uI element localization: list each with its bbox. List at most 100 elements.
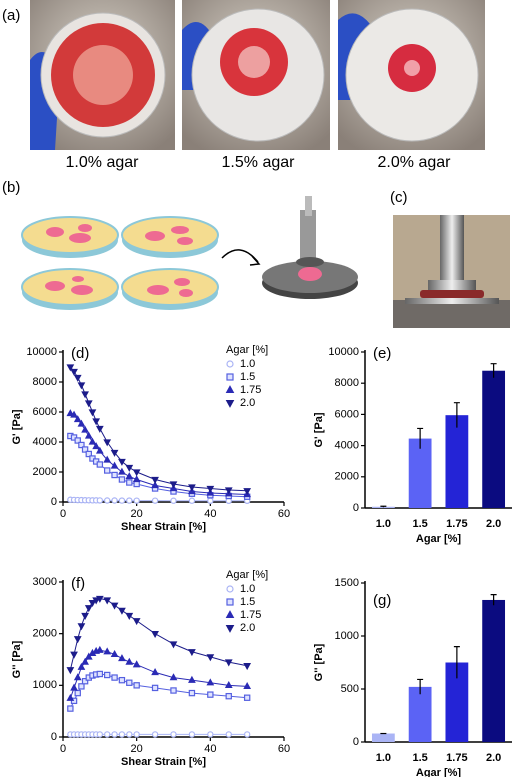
marker bbox=[110, 461, 119, 469]
marker bbox=[206, 678, 215, 686]
legend-label: 1.75 bbox=[240, 384, 261, 396]
marker bbox=[224, 659, 233, 667]
marker bbox=[188, 649, 196, 657]
y-tick-label: 8000 bbox=[33, 376, 57, 388]
marker bbox=[126, 731, 133, 738]
x-tick-label: 40 bbox=[204, 508, 216, 520]
marker bbox=[103, 455, 112, 463]
marker bbox=[84, 431, 93, 439]
x-tick-label: 0 bbox=[60, 508, 66, 520]
x-axis-label: Shear Strain [%] bbox=[121, 521, 206, 533]
y-tick-label: 6000 bbox=[335, 408, 359, 420]
marker bbox=[110, 602, 119, 610]
marker bbox=[103, 671, 111, 679]
marker bbox=[70, 683, 78, 691]
y-tick-label: 0 bbox=[51, 496, 57, 508]
marker bbox=[207, 497, 214, 504]
marker bbox=[77, 382, 86, 390]
marker bbox=[118, 731, 126, 738]
marker bbox=[125, 657, 134, 665]
y-axis-label: G' [Pa] bbox=[313, 412, 325, 447]
marker bbox=[169, 641, 178, 649]
marker bbox=[73, 673, 82, 681]
marker bbox=[84, 652, 93, 660]
bar bbox=[445, 662, 469, 742]
y-tick-label: 0 bbox=[353, 736, 359, 748]
marker bbox=[188, 731, 196, 738]
x-axis-label: Agar [%] bbox=[416, 533, 462, 545]
y-tick-label: 8000 bbox=[335, 377, 359, 389]
marker bbox=[118, 467, 126, 475]
y-axis-label: G'' [Pa] bbox=[313, 643, 325, 681]
marker bbox=[66, 364, 75, 372]
panel-label: (e) bbox=[373, 345, 391, 362]
marker bbox=[224, 487, 233, 495]
marker bbox=[243, 694, 251, 701]
panel-label: (d) bbox=[71, 345, 89, 362]
marker bbox=[169, 481, 178, 489]
marker bbox=[225, 610, 235, 618]
marker bbox=[118, 476, 126, 483]
marker bbox=[111, 497, 118, 504]
marker bbox=[103, 497, 111, 504]
marker bbox=[74, 437, 81, 444]
marker bbox=[81, 677, 89, 685]
x-tick-label: 60 bbox=[278, 743, 290, 755]
marker bbox=[95, 425, 104, 433]
y-tick-label: 4000 bbox=[335, 440, 359, 452]
bar bbox=[482, 370, 506, 508]
legend-title: Agar [%] bbox=[226, 344, 268, 356]
photo-1 bbox=[30, 0, 175, 150]
marker bbox=[96, 461, 104, 468]
x-tick-label: 1.5 bbox=[412, 752, 427, 764]
marker bbox=[118, 458, 126, 466]
y-tick-label: 6000 bbox=[33, 406, 57, 418]
marker bbox=[132, 660, 141, 668]
dish-illustration bbox=[21, 196, 358, 310]
marker bbox=[111, 674, 118, 681]
error-bar bbox=[380, 505, 387, 508]
legend-label: 2.0 bbox=[240, 622, 255, 634]
panel-label: (g) bbox=[373, 592, 391, 609]
bar bbox=[371, 733, 395, 742]
marker bbox=[103, 467, 111, 474]
marker bbox=[133, 731, 140, 738]
marker bbox=[225, 400, 235, 408]
marker bbox=[81, 425, 89, 433]
marker bbox=[103, 731, 111, 738]
error-bar bbox=[417, 427, 424, 449]
marker bbox=[126, 479, 133, 486]
marker bbox=[170, 497, 177, 504]
y-tick-label: 500 bbox=[341, 683, 359, 695]
y-tick-label: 10000 bbox=[328, 346, 359, 358]
x-tick-label: 0 bbox=[60, 743, 66, 755]
marker bbox=[118, 607, 126, 615]
marker bbox=[73, 415, 82, 423]
panel-label: (a) bbox=[2, 7, 20, 24]
x-tick-label: 1.75 bbox=[446, 752, 467, 764]
marker bbox=[225, 625, 235, 633]
x-tick-label: 1.0 bbox=[376, 752, 391, 764]
x-tick-label: 1.75 bbox=[446, 518, 467, 530]
marker bbox=[70, 651, 78, 659]
marker bbox=[70, 368, 78, 376]
legend-label: 2.0 bbox=[240, 397, 255, 409]
x-tick-label: 40 bbox=[204, 743, 216, 755]
legend-label: 1.5 bbox=[240, 596, 255, 608]
series-line bbox=[70, 413, 248, 495]
marker bbox=[125, 612, 134, 620]
error-bar bbox=[490, 363, 497, 378]
marker bbox=[66, 693, 75, 701]
marker bbox=[92, 442, 101, 450]
photo-caption: 1.5% agar bbox=[222, 154, 296, 171]
legend-label: 1.5 bbox=[240, 371, 255, 383]
photo-caption: 2.0% agar bbox=[378, 154, 452, 171]
x-tick-label: 20 bbox=[131, 743, 143, 755]
marker bbox=[206, 485, 215, 493]
marker bbox=[84, 400, 93, 408]
marker bbox=[151, 476, 159, 484]
bar bbox=[408, 438, 432, 508]
marker bbox=[226, 598, 234, 606]
marker bbox=[95, 645, 104, 653]
bar bbox=[371, 506, 395, 508]
